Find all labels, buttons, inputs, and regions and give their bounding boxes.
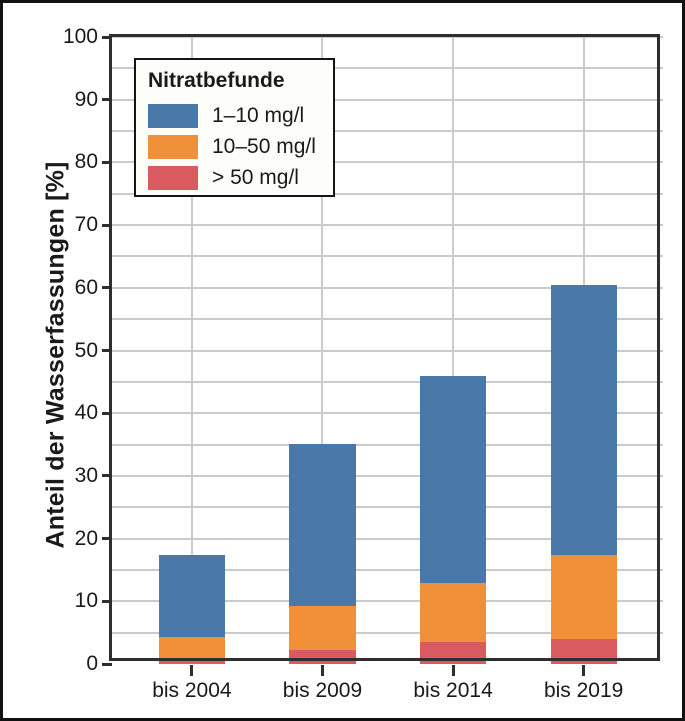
x-tick-label: bis 2009	[282, 679, 363, 702]
y-gridline	[112, 192, 663, 195]
x-tick-label: bis 2004	[152, 679, 232, 702]
y-tick-label: 90	[74, 87, 98, 111]
y-tick	[102, 98, 112, 102]
y-gridline	[112, 224, 663, 227]
legend-swatch-orange	[148, 134, 198, 159]
y-gridline	[112, 255, 663, 258]
y-tick-label: 70	[74, 213, 98, 237]
x-tick-label: bis 2014	[413, 679, 493, 702]
legend: Nitratbefunde 1–10 mg/l 10–50 mg/l > 50 …	[134, 58, 335, 197]
bar-segment	[550, 638, 617, 664]
y-tick	[102, 474, 112, 478]
bar-segment	[289, 443, 356, 607]
bar-segment	[420, 642, 487, 664]
y-tick-label: 30	[74, 463, 98, 487]
y-gridline	[112, 36, 663, 38]
x-gridline	[321, 37, 324, 664]
x-gridline	[452, 37, 455, 664]
bar-segment	[550, 284, 617, 555]
legend-swatch-blue	[148, 103, 198, 128]
legend-entry: > 50 mg/l	[148, 162, 327, 193]
bar-segment	[289, 649, 356, 664]
y-tick-label: 20	[74, 526, 98, 550]
y-gridline	[112, 412, 663, 415]
y-tick-label: 100	[62, 25, 98, 48]
y-gridline	[112, 443, 663, 446]
y-tick	[102, 411, 112, 415]
bar-segment	[420, 375, 487, 584]
legend-entry-label: > 50 mg/l	[212, 165, 299, 189]
y-gridline	[112, 474, 663, 477]
bar-segment	[158, 657, 225, 664]
legend-entry-label: 1–10 mg/l	[212, 103, 305, 127]
legend-entry: 1–10 mg/l	[148, 100, 327, 131]
y-tick	[102, 286, 112, 290]
bar-segment	[289, 606, 356, 650]
legend-title: Nitratbefunde	[148, 69, 285, 92]
y-tick	[102, 599, 112, 603]
y-tick	[102, 223, 112, 227]
x-tick	[451, 665, 455, 676]
y-tick-label: 80	[74, 150, 98, 174]
y-gridline	[112, 286, 663, 289]
y-gridline	[112, 537, 663, 540]
y-tick	[102, 349, 112, 352]
y-gridline	[112, 161, 663, 164]
y-tick	[102, 35, 112, 39]
y-tick-label: 40	[74, 401, 98, 425]
y-tick	[102, 662, 112, 666]
plot-area	[112, 36, 663, 664]
y-gridline	[112, 318, 663, 321]
y-tick	[102, 537, 112, 541]
y-gridline	[112, 380, 663, 383]
x-tick-label: bis 2019	[543, 679, 624, 702]
y-tick-label: 0	[86, 652, 98, 675]
y-gridline	[112, 130, 663, 133]
y-gridline	[112, 506, 663, 509]
y-gridline	[112, 349, 663, 352]
bar-segment	[420, 583, 487, 643]
legend-swatch-red	[148, 165, 198, 190]
y-tick	[102, 160, 112, 164]
x-gridline	[190, 37, 193, 664]
y-tick-label: 10	[74, 589, 98, 613]
legend-entry: 10–50 mg/l	[148, 131, 327, 162]
bar-segment	[158, 637, 225, 658]
bar-segment	[158, 554, 225, 638]
y-gridline	[112, 631, 663, 634]
y-gridline	[112, 98, 663, 101]
y-tick-label: 50	[74, 338, 98, 362]
y-tick-label: 60	[74, 275, 98, 299]
y-gridline	[112, 568, 663, 571]
y-gridline	[112, 67, 663, 70]
y-gridline	[112, 600, 663, 603]
x-tick	[190, 665, 194, 676]
x-tick	[582, 665, 586, 676]
legend-entry-label: 10–50 mg/l	[212, 134, 316, 158]
bar-segment	[550, 554, 617, 639]
x-tick	[320, 665, 324, 676]
